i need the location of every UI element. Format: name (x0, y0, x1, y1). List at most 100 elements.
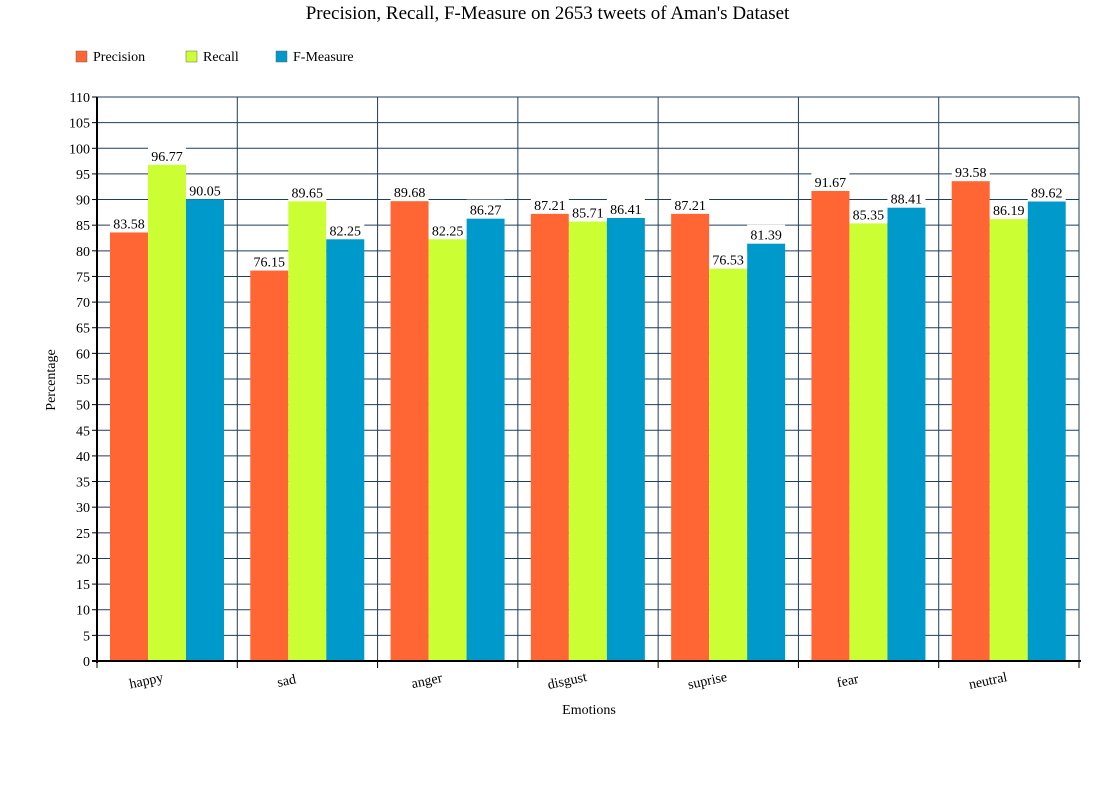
data-label-recall-anger: 82.25 (432, 224, 464, 239)
data-label-f-measure-anger: 86.27 (470, 204, 502, 219)
bar-f-measure-fear (887, 207, 926, 661)
x-tick-label-disgust: disgust (546, 670, 588, 693)
bar-recall-anger (428, 239, 467, 662)
y-tick-label: 25 (76, 527, 90, 542)
data-label-bg (250, 251, 289, 270)
y-tick-label: 85 (76, 219, 90, 234)
y-tick-label: 35 (76, 476, 90, 491)
bar-recall-fear (849, 223, 888, 661)
data-label-bg (747, 224, 786, 243)
bar-recall-neutral (989, 219, 1028, 661)
data-label-bg (390, 182, 429, 201)
x-tick-label-suprise: suprise (687, 670, 729, 693)
y-tick-label: 100 (69, 142, 90, 157)
legend-swatch-f-measure (275, 50, 288, 63)
bar-precision-anger (390, 201, 429, 661)
bar-f-measure-neutral (1027, 201, 1066, 661)
y-tick-label: 90 (76, 194, 90, 209)
data-label-precision-fear: 91.67 (815, 176, 847, 191)
legend-swatch-recall (185, 50, 198, 63)
data-label-recall-suprise: 76.53 (712, 254, 744, 269)
bar-recall-happy (148, 164, 186, 662)
data-label-bg (568, 202, 607, 221)
x-tick-label-neutral: neutral (968, 670, 1009, 693)
x-axis-label: Emotions (562, 703, 616, 718)
data-label-bg (671, 194, 710, 213)
data-label-bg (148, 145, 186, 164)
data-labels: 83.58 96.77 90.05 76.15 89.65 82.25 89.68 82.25… (110, 145, 1066, 271)
x-tick-labels: happy sad anger disgust suprise fear neutral (128, 670, 1009, 693)
data-label-recall-neutral: 86.19 (993, 204, 1025, 219)
bar-f-measure-happy (186, 199, 224, 661)
data-label-f-measure-sad: 82.25 (330, 224, 362, 239)
data-label-f-measure-fear: 88.41 (891, 193, 923, 208)
data-label-recall-fear: 85.35 (853, 208, 885, 223)
y-tick-label: 30 (76, 501, 90, 516)
y-axis-label: Percentage (44, 349, 59, 410)
bar-recall-disgust (568, 221, 607, 662)
bar-f-measure-sad (326, 239, 365, 662)
y-tick-label: 95 (76, 168, 90, 183)
data-label-precision-anger: 89.68 (394, 186, 426, 201)
x-tick-label-sad: sad (276, 672, 297, 691)
data-label-bg (288, 182, 327, 201)
y-tick-label: 75 (76, 270, 90, 285)
bar-precision-happy (110, 232, 148, 662)
legend-label-f-measure: F-Measure (293, 50, 354, 65)
data-label-bg (606, 198, 645, 217)
legend-swatch-precision (75, 50, 88, 63)
bar-recall-sad (288, 201, 327, 661)
data-label-f-measure-happy: 90.05 (189, 184, 221, 199)
legend-label-recall: Recall (203, 50, 239, 65)
y-tick-label: 5 (83, 629, 90, 644)
y-tick-label: 55 (76, 373, 90, 388)
data-label-bg (887, 188, 926, 207)
data-label-bg (989, 200, 1028, 219)
axes (92, 96, 1081, 668)
y-tick-label: 10 (76, 604, 90, 619)
data-label-recall-happy: 96.77 (151, 150, 183, 165)
bar-precision-sad (250, 270, 289, 661)
y-tick-label: 45 (76, 424, 90, 439)
data-label-bg (466, 199, 505, 218)
data-label-bg (326, 220, 365, 239)
data-label-precision-sad: 76.15 (254, 256, 286, 271)
data-label-bg (530, 194, 569, 213)
bar-recall-suprise (709, 268, 748, 661)
y-tick-label: 60 (76, 347, 90, 362)
y-tick-label: 20 (76, 552, 90, 567)
data-label-recall-sad: 89.65 (292, 186, 324, 201)
bar-precision-fear (811, 190, 850, 661)
data-label-bg (951, 162, 990, 181)
y-tick-label: 70 (76, 296, 90, 311)
chart-title: Precision, Recall, F-Measure on 2653 twe… (305, 3, 790, 24)
data-label-precision-neutral: 93.58 (955, 166, 987, 181)
bar-precision-suprise (671, 213, 710, 662)
y-tick-label: 40 (76, 450, 90, 465)
data-label-bg (186, 180, 224, 199)
y-tick-labels: 0 5 10 15 20 25 30 35 40 45 50 55 60 65 70 75 80 85 90 95 10… (69, 91, 90, 670)
y-tick-label: 65 (76, 322, 90, 337)
data-label-bg (709, 249, 748, 268)
x-tick-label-happy: happy (128, 671, 165, 693)
data-label-bg (811, 171, 850, 190)
data-label-precision-happy: 83.58 (113, 217, 145, 232)
bar-f-measure-suprise (747, 243, 786, 661)
y-tick-label: 80 (76, 245, 90, 260)
y-tick-label: 50 (76, 399, 90, 414)
y-tick-label: 0 (83, 655, 90, 670)
bar-f-measure-disgust (606, 217, 645, 661)
x-tick-label-anger: anger (410, 671, 444, 692)
bar-precision-disgust (530, 213, 569, 662)
data-label-recall-disgust: 85.71 (572, 207, 604, 222)
y-tick-label: 15 (76, 578, 90, 593)
y-tick-label: 105 (69, 117, 90, 132)
data-label-bg (110, 213, 148, 232)
data-label-bg (1027, 182, 1066, 201)
data-label-f-measure-suprise: 81.39 (750, 229, 782, 244)
bar-precision-neutral (951, 181, 990, 661)
data-label-f-measure-disgust: 86.41 (610, 203, 642, 218)
legend-label-precision: Precision (93, 50, 145, 65)
data-label-bg (428, 220, 467, 239)
